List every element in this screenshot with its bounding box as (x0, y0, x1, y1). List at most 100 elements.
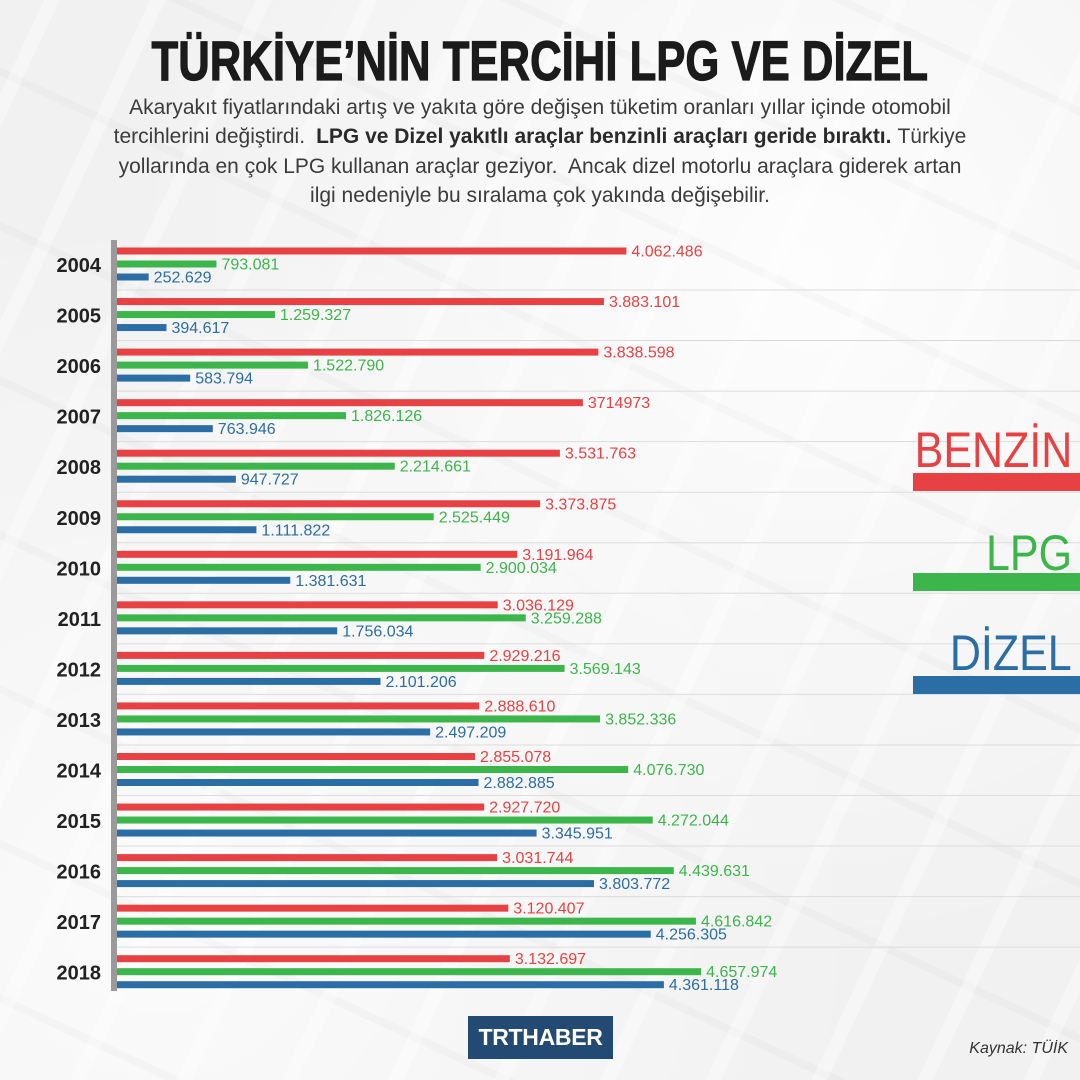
bar-benzin-2018 (117, 955, 510, 963)
value-label-lpg-2016: 4.439.631 (679, 863, 750, 880)
value-label-benzin-2016: 3.031.744 (502, 850, 573, 867)
value-label-benzin-2014: 2.855.078 (480, 749, 551, 766)
value-label-lpg-2007: 1.826.126 (351, 408, 422, 425)
year-label-2006: 2006 (57, 356, 102, 378)
value-label-benzin-2005: 3.883.101 (609, 294, 680, 311)
bar-lpg-2017 (117, 917, 696, 925)
value-label-dizel-2007: 763.946 (218, 421, 276, 438)
bar-dizel-2005 (117, 324, 167, 332)
year-label-2009: 2009 (57, 508, 102, 530)
bars: 4.062.486 793.081 252.629 2004 3.883.101 1.25… (57, 244, 778, 995)
bar-lpg-2008 (117, 462, 395, 470)
intro-line-1: Akaryakıt fiyatlarındaki artış ve yakıta… (129, 96, 951, 119)
bar-lpg-2011 (117, 614, 526, 622)
bar-lpg-2013 (117, 715, 601, 723)
value-label-dizel-2016: 3.803.772 (599, 876, 670, 893)
year-label-2004: 2004 (57, 255, 102, 277)
intro-line-2: tercihlerini değiştirdi. LPG ve Dizel yak… (10, 122, 1070, 151)
value-label-lpg-2018: 4.657.974 (706, 964, 777, 981)
value-label-dizel-2015: 3.345.951 (542, 826, 613, 843)
year-label-2016: 2016 (57, 862, 102, 884)
bar-benzin-2009 (117, 500, 541, 508)
legend-label-benzin: BENZİN (889, 425, 1072, 475)
bar-benzin-2008 (117, 449, 560, 457)
intro-line-2-end: Türkiye (897, 125, 967, 149)
bar-lpg-2009 (117, 513, 434, 521)
bar-lpg-2018 (117, 968, 702, 976)
value-label-dizel-2004: 252.629 (154, 270, 212, 287)
bar-benzin-2012 (117, 651, 485, 659)
value-label-benzin-2010: 3.191.964 (522, 547, 593, 564)
legend-label-dizel: DİZEL (930, 628, 1072, 678)
value-label-dizel-2008: 947.727 (241, 472, 299, 489)
value-label-lpg-2015: 4.272.044 (658, 813, 729, 830)
year-label-2013: 2013 (57, 710, 102, 732)
bar-dizel-2007 (117, 425, 213, 433)
bar-lpg-2004 (117, 260, 217, 268)
value-label-benzin-2007: 3714973 (588, 395, 650, 412)
value-label-lpg-2012: 3.569.143 (570, 661, 641, 678)
bar-lpg-2015 (117, 816, 653, 824)
intro-line-4: ilgi nedeniyle bu sıralama çok yakında d… (310, 183, 770, 207)
legend-label-benzin-text: BENZİN (914, 422, 1072, 478)
bar-dizel-2010 (117, 576, 291, 584)
bar-dizel-2006 (117, 374, 191, 382)
bar-dizel-2016 (117, 880, 594, 888)
bar-benzin-2011 (117, 601, 498, 609)
bar-lpg-2005 (117, 311, 275, 319)
year-label-2008: 2008 (57, 457, 102, 479)
year-label-2014: 2014 (57, 761, 102, 783)
page-title: TÜRKİYE’NİN TERCİHİ LPG VE DİZEL (0, 29, 1080, 92)
bar-lpg-2007 (117, 412, 346, 420)
bar-benzin-2005 (117, 298, 604, 306)
value-label-dizel-2012: 2.101.206 (385, 674, 456, 691)
bar-lpg-2014 (117, 766, 629, 773)
year-label-2005: 2005 (57, 306, 102, 328)
year-label-2015: 2015 (57, 811, 102, 833)
legend-swatch-dizel (913, 676, 1080, 694)
value-label-dizel-2005: 394.617 (171, 320, 229, 337)
value-label-benzin-2017: 3.120.407 (513, 901, 584, 918)
value-label-dizel-2013: 2.497.209 (435, 724, 506, 741)
bar-dizel-2015 (117, 829, 537, 837)
value-label-lpg-2006: 1.522.790 (313, 358, 384, 375)
value-label-dizel-2006: 583.794 (195, 371, 253, 388)
bar-benzin-2004 (117, 247, 627, 255)
value-label-benzin-2011: 3.036.129 (503, 597, 574, 614)
value-label-lpg-2013: 3.852.336 (605, 711, 676, 728)
value-label-benzin-2012: 2.929.216 (489, 648, 560, 665)
intro-line-3: yollarında en çok LPG kullanan araçlar g… (118, 154, 962, 178)
bar-benzin-2010 (117, 550, 518, 558)
bar-benzin-2015 (117, 803, 485, 811)
legend-label-lpg-text: LPG (985, 525, 1072, 581)
page-title-text: TÜRKİYE’NİN TERCİHİ LPG VE DİZEL (151, 29, 929, 92)
intro-highlight: LPG ve Dizel yakıtlı araçlar benzinli ar… (316, 125, 892, 149)
bar-dizel-2004 (117, 273, 149, 281)
value-label-dizel-2018: 4.361.118 (669, 977, 739, 994)
intro-line-2-start: tercihlerini değiştirdi. (113, 125, 306, 149)
year-label-2012: 2012 (57, 659, 102, 681)
value-label-benzin-2018: 3.132.697 (515, 951, 586, 968)
year-label-2010: 2010 (57, 558, 102, 580)
legend-swatch-lpg (913, 573, 1080, 591)
value-label-lpg-2011: 3.259.288 (531, 610, 602, 627)
value-label-benzin-2004: 4.062.486 (631, 244, 702, 261)
value-label-dizel-2009: 1.111.822 (261, 522, 330, 539)
bar-dizel-2018 (117, 981, 664, 989)
bar-dizel-2012 (117, 677, 381, 685)
value-label-lpg-2008: 2.214.661 (400, 459, 471, 476)
bar-chart: 4.062.486 793.081 252.629 2004 3.883.101 1.25… (57, 240, 1080, 995)
bar-dizel-2013 (117, 728, 431, 736)
value-label-benzin-2009: 3.373.875 (545, 496, 616, 513)
bar-dizel-2014 (117, 779, 479, 786)
legend-label-dizel-text: DİZEL (950, 625, 1072, 681)
bar-lpg-2010 (117, 563, 481, 571)
legend-label-lpg: LPG (972, 528, 1072, 578)
bar-benzin-2013 (117, 702, 480, 710)
value-label-lpg-2009: 2.525.449 (439, 509, 510, 526)
value-axis (111, 240, 117, 991)
bar-lpg-2012 (117, 664, 565, 672)
bar-dizel-2017 (117, 930, 651, 938)
